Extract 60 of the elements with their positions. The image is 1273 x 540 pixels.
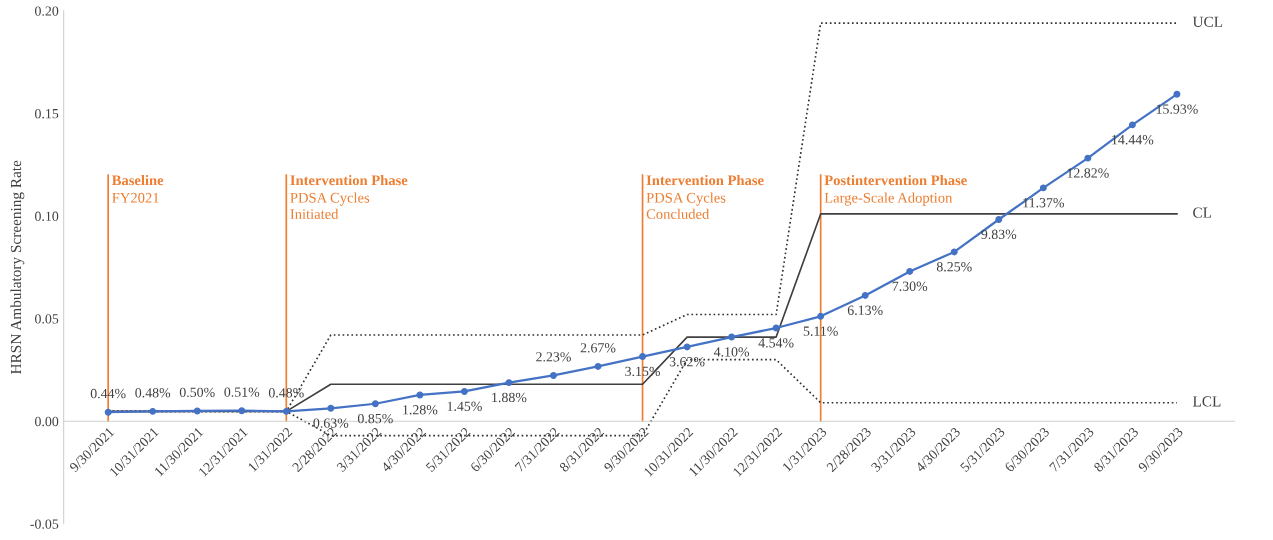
- data-label: 14.44%: [1112, 135, 1154, 145]
- point: [327, 404, 335, 412]
- ref-line-label: Baseline FY2021: [111, 174, 164, 203]
- point: [950, 248, 958, 256]
- point: [550, 371, 557, 379]
- data-label: 9.83%: [981, 229, 1017, 240]
- y-axis-title: HRSN Ambulatory Screening Rate: [10, 160, 25, 375]
- data-label: 3.62%: [669, 357, 705, 367]
- point: [1084, 154, 1092, 162]
- y-tick-label: -0.05: [30, 519, 59, 529]
- y-tick-label: 0.15: [35, 108, 59, 119]
- data-label: 1.45%: [447, 401, 482, 411]
- series-label: CL: [1193, 207, 1212, 218]
- point: [906, 267, 914, 275]
- point: [683, 343, 691, 351]
- point: [772, 324, 780, 332]
- point: [505, 379, 513, 387]
- data-label: 8.25%: [936, 262, 972, 272]
- data-label: 2.67%: [580, 343, 616, 353]
- point: [1128, 121, 1136, 129]
- point: [460, 387, 468, 395]
- data-label: 0.48%: [135, 388, 171, 398]
- data-label: 15.93%: [1156, 104, 1198, 114]
- data-label: 2.23%: [536, 352, 571, 362]
- data-label: 6.13%: [847, 305, 883, 315]
- data-label: 0.50%: [179, 387, 215, 398]
- point: [1039, 184, 1047, 192]
- data-label: 0.63%: [313, 418, 349, 428]
- point: [861, 291, 869, 299]
- point: [416, 391, 424, 399]
- ref-line-label: Intervention Phase PDSA Cycles Initiated: [290, 174, 408, 219]
- y-tick-label: 0.20: [35, 6, 59, 16]
- data-label: 7.30%: [892, 281, 928, 291]
- point: [282, 407, 290, 415]
- data-label: 12.82%: [1067, 168, 1109, 178]
- series-label: LCL: [1192, 396, 1221, 407]
- data-label: 4.54%: [758, 338, 794, 348]
- point: [728, 333, 736, 341]
- ref-line-label: Postintervention Phase Large-Scale Adoption: [824, 174, 967, 206]
- data-label: 0.85%: [357, 413, 393, 424]
- point: [149, 407, 157, 415]
- point: [817, 312, 825, 320]
- point: [193, 407, 201, 415]
- point: [238, 407, 246, 415]
- data-label: 1.28%: [403, 405, 438, 415]
- data-label: 0.51%: [224, 387, 260, 397]
- point: [371, 400, 379, 408]
- y-tick-label: 0.10: [35, 211, 59, 222]
- data-label: 1.88%: [492, 392, 527, 403]
- ref-line-label: Intervention Phase PDSA Cycles Concluded: [646, 174, 764, 219]
- y-tick-label: 0.00: [35, 416, 59, 427]
- point: [594, 362, 602, 370]
- point: [639, 353, 647, 361]
- data-label: 4.10%: [713, 347, 750, 357]
- series-label: UCL: [1192, 16, 1223, 27]
- point: [104, 408, 112, 416]
- y-tick-label: 0.05: [35, 314, 59, 324]
- point: [1173, 90, 1181, 98]
- point: [995, 216, 1003, 223]
- data-label: 11.37%: [1023, 198, 1064, 208]
